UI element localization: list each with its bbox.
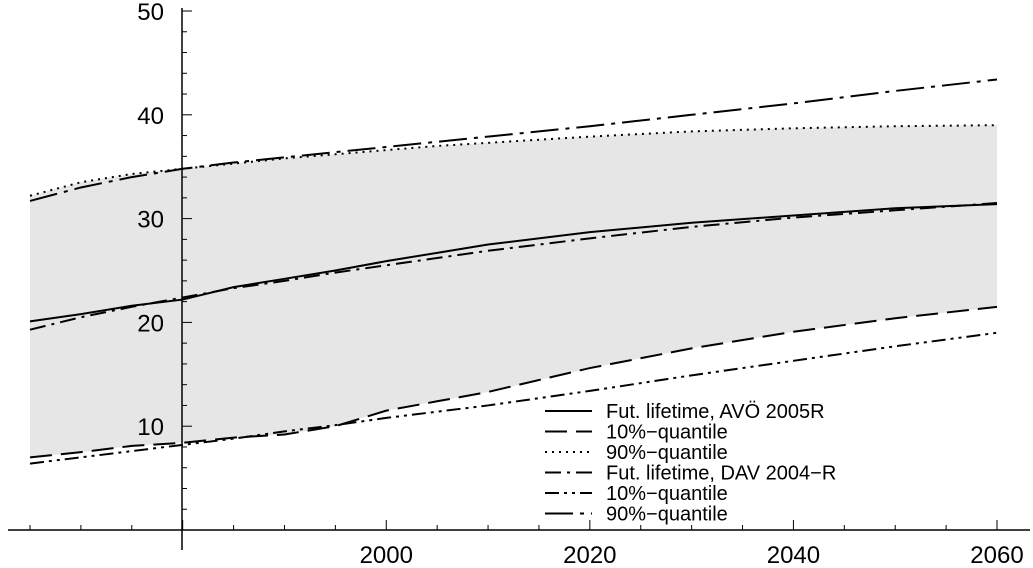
x-tick-label: 2060 xyxy=(970,542,1023,568)
series-line-6 xyxy=(29,78,998,202)
axes: 2000 2020 2040 2060 10 20 30 40 50 xyxy=(8,0,1030,568)
series-line-5 xyxy=(29,331,998,465)
series-layer xyxy=(29,78,998,465)
legend-label-3: 90%−quantile xyxy=(606,442,728,464)
y-tick-label: 40 xyxy=(137,103,164,130)
series-line-1 xyxy=(29,203,998,323)
legend: Fut. lifetime, AVÖ 2005R10%−quantile90%−… xyxy=(545,401,836,526)
legend-label-1: Fut. lifetime, AVÖ 2005R xyxy=(606,401,825,423)
x-tick-label: 2000 xyxy=(360,542,413,568)
y-tick-label: 50 xyxy=(137,0,164,26)
y-tick-label: 30 xyxy=(137,207,164,234)
series-line-2 xyxy=(29,305,998,459)
legend-label-4: Fut. lifetime, DAV 2004−R xyxy=(606,463,836,485)
quantile-band-layer xyxy=(30,125,997,458)
quantile-band-area xyxy=(30,125,997,458)
y-tick-label: 10 xyxy=(137,414,164,441)
y-tick-label: 20 xyxy=(137,310,164,337)
x-tick-label: 2040 xyxy=(767,542,820,568)
x-tick-label: 2020 xyxy=(563,542,616,568)
legend-label-6: 90%−quantile xyxy=(606,504,728,526)
legend-label-5: 10%−quantile xyxy=(606,483,728,505)
legend-label-2: 10%−quantile xyxy=(606,422,728,444)
